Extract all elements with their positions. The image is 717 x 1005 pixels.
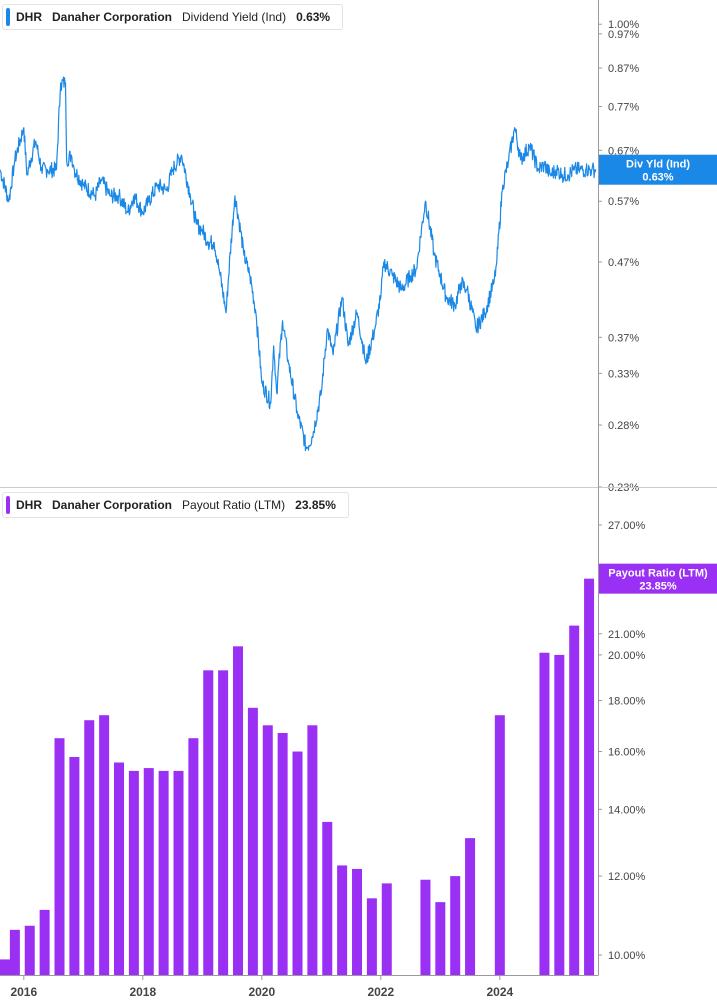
payout-bar[interactable] (247, 707, 258, 975)
yield-legend-metric: Dividend Yield (Ind) (182, 10, 287, 24)
payout-bar[interactable] (584, 578, 595, 975)
payout-bar[interactable] (307, 725, 318, 975)
payout-bar[interactable] (143, 768, 154, 975)
payout-bar[interactable] (69, 756, 80, 975)
yield-y-tick-label: 0.37% (608, 332, 639, 344)
payout-bar[interactable] (54, 738, 65, 975)
yield-line[interactable] (0, 76, 597, 452)
payout-y-tick-label: 12.00% (608, 871, 646, 883)
yield-legend-company: Danaher Corporation (52, 10, 173, 24)
payout-bar[interactable] (9, 929, 20, 975)
payout-bar[interactable] (494, 715, 505, 975)
payout-bar[interactable] (24, 925, 35, 975)
payout-y-tick-label: 18.00% (608, 696, 646, 708)
payout-bar[interactable] (352, 868, 363, 975)
payout-bar[interactable] (366, 898, 377, 975)
payout-series-swatch (6, 496, 10, 514)
payout-legend[interactable]: DHR Danaher Corporation Payout Ratio (LT… (2, 492, 349, 518)
payout-bar[interactable] (158, 770, 169, 975)
payout-bar[interactable] (218, 670, 229, 975)
payout-bar[interactable] (569, 625, 580, 975)
payout-bar[interactable] (99, 715, 110, 975)
payout-bar[interactable] (262, 725, 273, 975)
yield-current-tag-label: Div Yld (Ind) (626, 159, 690, 171)
payout-y-tick-label: 16.00% (608, 747, 646, 759)
yield-legend[interactable]: DHR Danaher Corporation Dividend Yield (… (2, 4, 344, 30)
payout-bar[interactable] (128, 770, 139, 975)
yield-y-tick-label: 1.00% (608, 19, 639, 31)
x-tick-label: 2024 (486, 985, 513, 999)
payout-current-tag (599, 563, 717, 594)
yield-legend-ticker: DHR (16, 10, 42, 24)
payout-legend-value: 23.85% (295, 498, 336, 512)
payout-bar[interactable] (277, 732, 288, 975)
payout-legend-ticker: DHR (16, 498, 42, 512)
payout-bar[interactable] (0, 959, 10, 975)
payout-y-tick-label: 10.00% (608, 950, 646, 962)
x-tick-label: 2022 (367, 985, 394, 999)
payout-bar[interactable] (435, 902, 446, 975)
payout-bar[interactable] (322, 821, 333, 975)
payout-legend-metric: Payout Ratio (LTM) (182, 498, 286, 512)
payout-y-tick-label: 27.00% (608, 520, 646, 532)
yield-y-tick-label: 0.97% (608, 29, 639, 41)
payout-bar[interactable] (292, 751, 303, 975)
payout-bar[interactable] (203, 670, 214, 975)
payout-current-tag-value: 23.85% (639, 581, 677, 593)
payout-bar[interactable] (39, 909, 50, 975)
payout-bar[interactable] (420, 879, 431, 975)
yield-y-tick-label: 0.57% (608, 196, 639, 208)
x-tick-label: 2020 (248, 985, 275, 999)
yield-current-tag-value: 0.63% (642, 172, 673, 184)
payout-bar[interactable] (173, 770, 184, 975)
payout-bar[interactable] (233, 646, 244, 975)
payout-current-tag-label: Payout Ratio (LTM) (608, 568, 708, 580)
payout-y-tick-label: 14.00% (608, 804, 646, 816)
yield-series-swatch (6, 8, 10, 26)
payout-bar[interactable] (114, 762, 125, 975)
payout-bar[interactable] (84, 720, 95, 975)
yield-y-tick-label: 0.33% (608, 368, 639, 380)
yield-y-tick-label: 0.28% (608, 420, 639, 432)
payout-y-tick-label: 21.00% (608, 629, 646, 641)
x-tick-label: 2018 (129, 985, 156, 999)
yield-y-tick-label: 0.47% (608, 257, 639, 269)
payout-bar[interactable] (337, 865, 348, 975)
yield-y-tick-label: 0.77% (608, 102, 639, 114)
payout-legend-company: Danaher Corporation (52, 498, 173, 512)
payout-bar[interactable] (188, 738, 199, 975)
yield-y-tick-label: 0.67% (608, 145, 639, 157)
yield-legend-value: 0.63% (296, 10, 331, 24)
payout-y-tick-label: 20.00% (608, 650, 646, 662)
payout-bar[interactable] (450, 876, 461, 975)
payout-bar[interactable] (465, 838, 476, 975)
payout-bar[interactable] (381, 883, 392, 975)
yield-y-tick-label: 0.87% (608, 63, 639, 75)
payout-bar[interactable] (539, 652, 550, 975)
yield-current-tag (599, 154, 717, 185)
x-tick-label: 2016 (10, 985, 37, 999)
payout-bar[interactable] (554, 654, 565, 975)
